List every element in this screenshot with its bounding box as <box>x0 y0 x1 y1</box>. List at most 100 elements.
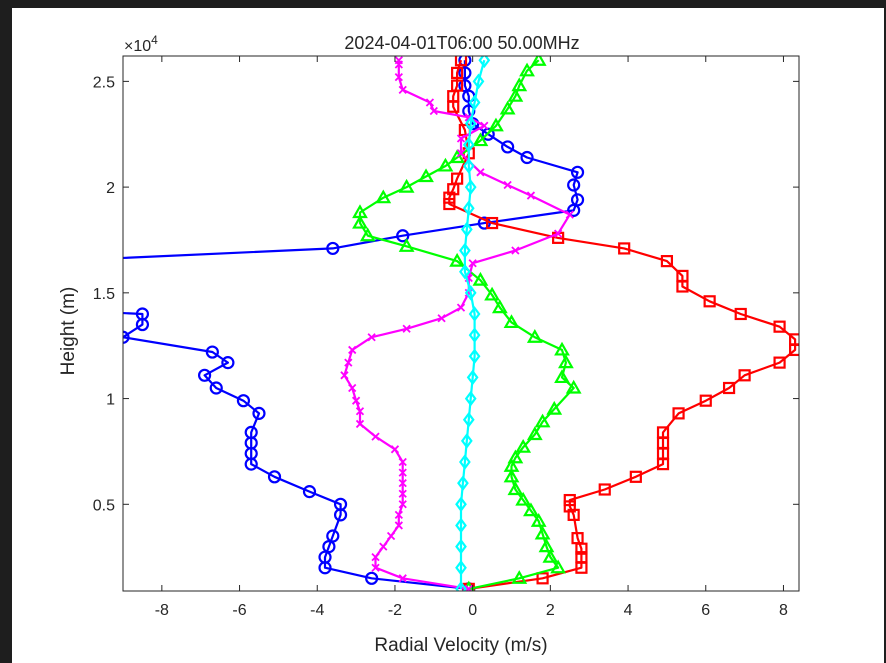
x-marker <box>398 85 407 94</box>
triangle-marker <box>449 252 466 267</box>
circle-marker <box>396 229 410 243</box>
triangle-marker <box>523 502 539 517</box>
x-tick-label: 0 <box>468 602 477 619</box>
y-axis-label: Height (m) <box>58 287 79 376</box>
chart-title: 2024-04-01T06:00 50.00MHz <box>344 33 579 53</box>
triangle-marker <box>554 369 570 384</box>
triangle-marker <box>530 513 547 527</box>
square-marker <box>738 369 751 382</box>
triangle-marker <box>359 227 376 242</box>
x-marker <box>355 407 365 416</box>
y-tick-label: 1.5 <box>93 286 115 303</box>
series-line <box>123 60 579 590</box>
x-marker <box>553 229 563 238</box>
x-marker <box>429 106 438 116</box>
diamond-marker <box>455 538 467 555</box>
square-marker <box>722 381 736 395</box>
x-marker <box>398 574 407 583</box>
series-line <box>448 59 797 590</box>
x-tick-label: -4 <box>310 602 324 619</box>
diamond-marker <box>468 306 481 322</box>
x-marker <box>468 259 477 268</box>
circle-marker <box>570 165 585 179</box>
x-marker <box>464 584 473 591</box>
diamond-marker <box>455 496 467 513</box>
diamond-marker <box>462 200 475 217</box>
square-marker <box>567 508 580 521</box>
x-marker <box>398 479 407 488</box>
x-tick-label: 6 <box>701 602 710 619</box>
x-tick-label: -2 <box>388 602 402 619</box>
diamond-marker <box>459 242 471 259</box>
triangle-marker <box>503 314 520 329</box>
diamond-marker <box>468 348 481 365</box>
series-line <box>358 59 575 590</box>
x-marker <box>355 419 365 429</box>
triangle-marker <box>558 354 574 369</box>
diamond-marker <box>462 158 475 174</box>
x-marker <box>390 445 400 454</box>
x-marker <box>398 500 407 509</box>
x-marker <box>398 489 407 498</box>
square-marker <box>618 242 631 255</box>
diamond-marker <box>462 136 475 153</box>
square-marker <box>656 426 670 439</box>
series-line <box>459 59 486 589</box>
triangle-marker <box>526 426 543 441</box>
square-marker <box>734 307 747 321</box>
y-tick-label: 1 <box>106 392 115 409</box>
triangle-marker <box>554 341 570 356</box>
triangle-marker <box>449 149 466 164</box>
triangle-marker <box>511 570 528 584</box>
diamond-marker <box>464 390 477 407</box>
x-marker <box>425 98 435 107</box>
x-marker <box>348 345 357 355</box>
triangle-marker <box>503 468 520 483</box>
triangle-marker <box>538 538 555 553</box>
triangle-marker <box>398 178 415 193</box>
circle-marker <box>221 356 235 370</box>
circle-marker <box>236 394 251 408</box>
triangle-marker <box>530 56 547 66</box>
square-marker <box>454 56 468 67</box>
square-marker <box>451 66 464 80</box>
x-marker <box>511 246 520 255</box>
data-series <box>352 56 582 591</box>
square-marker <box>672 407 685 420</box>
circle-marker <box>567 178 581 192</box>
triangle-marker <box>534 413 551 428</box>
circle-marker <box>520 150 534 165</box>
triangle-marker <box>546 400 563 415</box>
diamond-marker <box>455 517 467 534</box>
circle-marker <box>94 306 105 317</box>
square-marker <box>629 470 642 483</box>
diamond-marker <box>457 475 469 491</box>
circle-marker <box>458 79 472 93</box>
x-marker <box>371 563 380 572</box>
x-axis-label: Radial Velocity (m/s) <box>374 635 547 656</box>
x-marker <box>379 542 388 551</box>
x-marker <box>371 553 380 562</box>
data-series <box>443 56 799 591</box>
square-marker <box>536 572 549 585</box>
data-series <box>94 56 585 591</box>
triangle-marker <box>542 548 559 563</box>
circle-marker <box>267 470 282 484</box>
square-marker <box>451 172 464 185</box>
square-marker <box>598 483 611 496</box>
square-marker <box>676 269 689 283</box>
x-tick-label: -8 <box>155 602 169 619</box>
data-series <box>455 56 491 591</box>
circle-marker <box>326 241 340 256</box>
triangle-marker <box>507 87 524 102</box>
x-marker <box>476 168 485 177</box>
triangle-marker <box>491 299 508 314</box>
diamond-marker <box>464 179 477 195</box>
triangle-marker <box>488 117 504 132</box>
x-marker <box>503 180 512 190</box>
triangle-marker <box>472 271 489 286</box>
x-marker <box>394 510 403 520</box>
diamond-marker <box>455 581 467 591</box>
triangle-marker <box>398 238 415 252</box>
